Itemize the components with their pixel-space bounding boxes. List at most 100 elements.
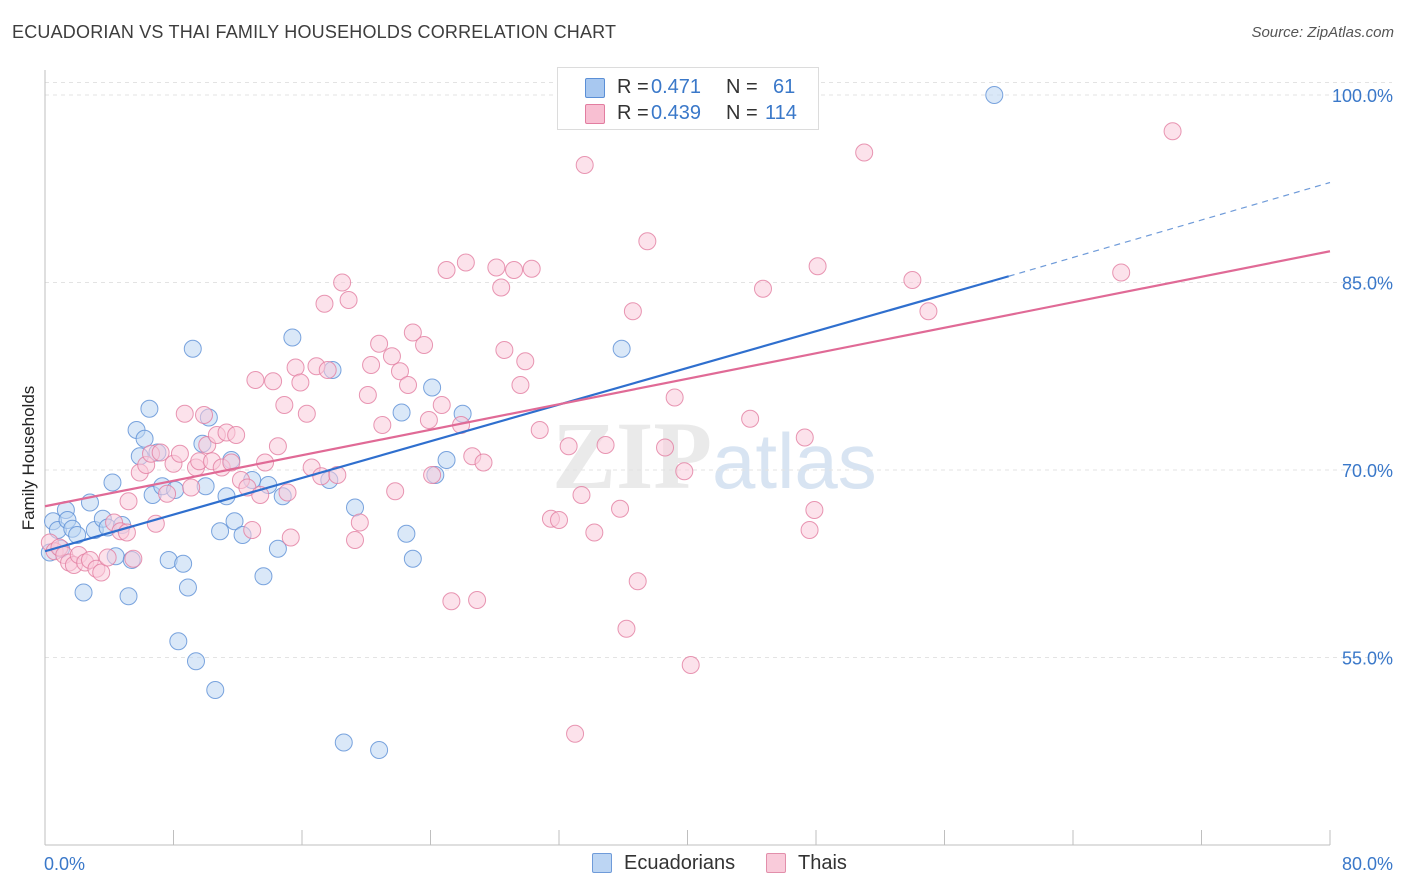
point-thai — [98, 548, 117, 567]
point-thai — [522, 259, 541, 278]
point-thai — [275, 396, 294, 414]
point-thai — [403, 323, 422, 342]
point-thai — [596, 436, 615, 454]
y-axis-label: Family Households — [19, 386, 38, 531]
point-thai — [175, 404, 194, 423]
point-thai — [291, 373, 310, 392]
point-ecuadorian — [178, 578, 197, 597]
point-thai — [1163, 122, 1182, 141]
point-ecuadorian — [119, 587, 138, 606]
point-thai — [350, 513, 369, 532]
point-thai — [855, 143, 874, 162]
point-thai — [566, 724, 585, 743]
legend-n-value: 61 — [773, 76, 796, 98]
point-ecuadorian — [268, 539, 287, 558]
point-thai — [795, 428, 814, 447]
point-ecuadorian — [370, 741, 389, 759]
point-thai — [243, 521, 262, 539]
point-thai — [373, 416, 392, 434]
axes — [44, 70, 1331, 846]
point-ecuadorian — [211, 522, 230, 541]
point-ecuadorian — [74, 583, 93, 602]
point-thai — [362, 356, 381, 374]
point-thai — [170, 444, 189, 463]
point-thai — [124, 549, 143, 568]
point-thai — [800, 521, 819, 539]
point-thai — [399, 376, 418, 394]
point-ecuadorian — [186, 652, 205, 671]
legend-r-label: R = — [617, 102, 655, 124]
point-thai — [495, 341, 514, 359]
trend-line-thais — [44, 250, 1331, 508]
point-thai — [195, 406, 214, 424]
y-tick-label: 70.0% — [1342, 461, 1393, 481]
point-ecuadorian — [103, 473, 122, 492]
point-thai — [158, 484, 177, 503]
point-ecuadorian — [68, 526, 87, 544]
point-thai — [665, 388, 684, 407]
bottom-legend-swatch-ecuadorians — [592, 853, 612, 873]
point-ecuadorian — [135, 429, 154, 448]
point-thai — [468, 591, 487, 609]
point-ecuadorian — [397, 524, 416, 543]
point-thai — [333, 273, 352, 292]
point-thai — [328, 466, 347, 484]
legend-swatch-ecuadorians — [585, 78, 605, 98]
bottom-legend-swatch-thais — [766, 853, 786, 873]
point-thai — [456, 253, 475, 272]
data-points — [40, 86, 1182, 759]
point-ecuadorian — [403, 549, 422, 568]
point-ecuadorian — [206, 681, 225, 699]
point-thai — [903, 271, 922, 289]
legend-swatch-thais — [585, 104, 605, 124]
point-ecuadorian — [346, 498, 365, 517]
watermark-atlas: atlas — [712, 417, 877, 505]
point-thai — [572, 486, 591, 504]
point-thai — [286, 358, 305, 377]
point-thai — [432, 396, 451, 414]
y-tick-label: 55.0% — [1342, 649, 1393, 669]
point-thai — [623, 302, 642, 321]
point-ecuadorian — [437, 451, 456, 469]
point-thai — [222, 453, 241, 472]
point-ecuadorian — [423, 378, 442, 397]
point-thai — [675, 462, 694, 481]
point-thai — [151, 443, 170, 462]
point-thai — [638, 232, 657, 251]
point-thai — [227, 426, 246, 444]
point-thai — [656, 438, 675, 457]
point-thai — [442, 592, 461, 611]
point-thai — [297, 404, 316, 423]
bottom-legend-label-thais: Thais — [798, 852, 847, 874]
point-thai — [511, 376, 530, 394]
y-tick-label: 100.0% — [1332, 86, 1393, 106]
point-thai — [182, 478, 201, 497]
point-ecuadorian — [985, 86, 1004, 104]
gridlines — [45, 82, 1392, 658]
point-thai — [805, 501, 824, 519]
point-thai — [390, 362, 409, 381]
point-thai — [559, 437, 578, 456]
point-thai — [628, 572, 647, 591]
legend-n-label: N = — [726, 76, 764, 98]
point-thai — [281, 528, 300, 547]
point-thai — [382, 347, 401, 366]
trend-line-ecuadorians — [44, 275, 1010, 553]
point-thai — [246, 371, 265, 389]
point-ecuadorian — [612, 339, 631, 358]
point-thai — [92, 563, 111, 582]
legend-n-value: 114 — [765, 102, 797, 124]
correlation-legend: R = 0.471 N = 61 R = 0.439 N = 114 — [557, 67, 819, 130]
y-tick-label: 85.0% — [1342, 274, 1393, 294]
point-ecuadorian — [183, 339, 202, 358]
point-ecuadorian — [174, 554, 193, 573]
legend-n-label: N = — [726, 102, 764, 124]
point-thai — [268, 437, 287, 456]
point-ecuadorian — [225, 512, 244, 531]
trend-line-ecuadorians-projection — [1008, 181, 1331, 277]
bottom-legend-label-ecuadorians: Ecuadorians — [624, 852, 736, 874]
point-thai — [492, 278, 511, 297]
point-thai — [1112, 263, 1131, 282]
point-thai — [264, 372, 283, 391]
